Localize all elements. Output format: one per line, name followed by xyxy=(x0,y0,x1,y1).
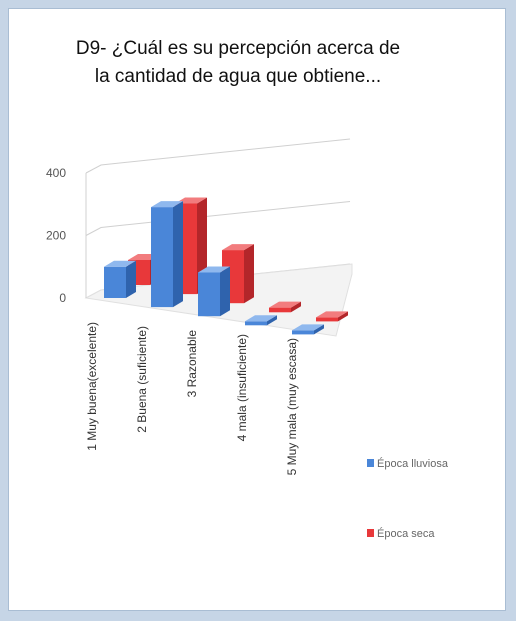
legend-swatch xyxy=(367,459,374,467)
category-labels: 1 Muy buena(excelente) 2 Buena (suficient… xyxy=(85,322,299,475)
bar xyxy=(245,315,277,326)
category-label: 5 Muy mala (muy escasa) xyxy=(285,338,299,475)
plot-area xyxy=(84,138,353,337)
legend-label: Época seca xyxy=(377,527,435,540)
y-tick-label: 200 xyxy=(46,229,66,243)
category-label: 3 Razonable xyxy=(185,330,199,398)
category-label: 1 Muy buena(excelente) xyxy=(85,322,99,451)
legend-label: Época lluviosa xyxy=(377,457,449,470)
bar xyxy=(104,260,136,298)
legend: Época lluviosa Época seca xyxy=(367,457,449,540)
legend-swatch xyxy=(367,529,374,537)
bar xyxy=(292,324,324,335)
gridline xyxy=(85,138,351,174)
category-label: 2 Buena (suficiente) xyxy=(135,326,149,433)
bar xyxy=(269,301,301,313)
category-label: 4 mala (insuficiente) xyxy=(235,334,249,441)
chart-title: D9- ¿Cuál es su percepción acerca de la … xyxy=(76,38,400,87)
y-tick-label: 0 xyxy=(59,291,66,305)
gridline xyxy=(85,201,351,236)
bar xyxy=(316,311,348,322)
title-line-2: la cantidad de agua que obtiene... xyxy=(95,66,381,87)
y-axis-ticks: 0 200 400 xyxy=(46,166,66,305)
bar xyxy=(151,201,183,308)
bar xyxy=(198,266,230,317)
y-tick-label: 400 xyxy=(46,166,66,180)
title-line-1: D9- ¿Cuál es su percepción acerca de xyxy=(76,38,400,59)
